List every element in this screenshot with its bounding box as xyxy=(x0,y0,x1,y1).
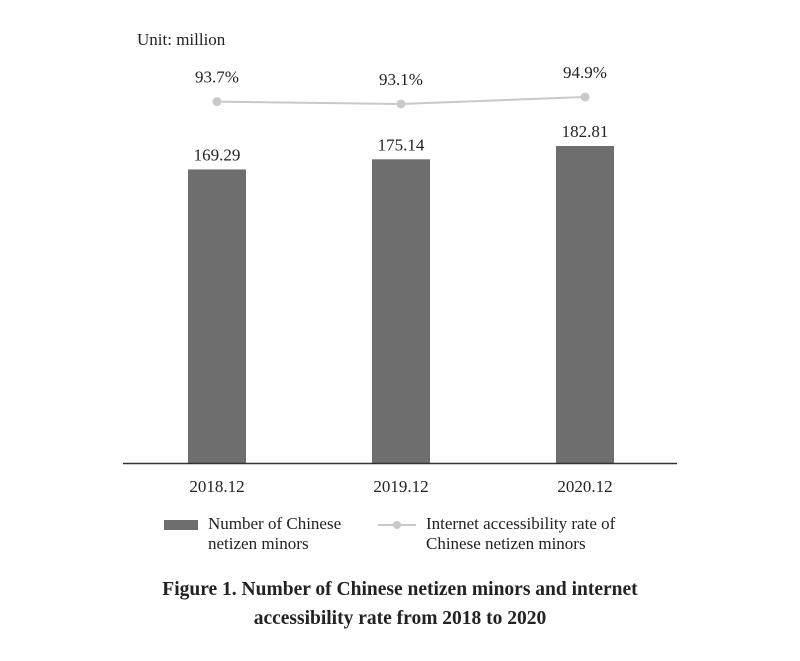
rate-point-2019.12 xyxy=(396,99,406,109)
caption-line-1: Figure 1. Number of Chinese netizen mino… xyxy=(162,579,638,600)
bar-value-label: 169.29 xyxy=(194,145,241,164)
caption-line-2: accessibility rate from 2018 to 2020 xyxy=(253,608,547,629)
bar-value-label: 175.14 xyxy=(378,135,425,154)
legend-label-line: Internet accessibility rate of Chinese n… xyxy=(426,514,616,553)
x-tick-label: 2020.12 xyxy=(557,477,612,496)
rate-point-2018.12 xyxy=(212,97,222,107)
bar-2020.12 xyxy=(556,146,614,463)
bar-2019.12 xyxy=(372,159,430,463)
legend-swatch-bar xyxy=(164,520,198,530)
rate-value-label: 94.9% xyxy=(563,63,607,82)
bar-value-label: 182.81 xyxy=(562,122,609,141)
chart-legend: Number of Chinese netizen minors Interne… xyxy=(0,514,800,554)
x-tick-label: 2018.12 xyxy=(189,477,244,496)
legend-item-line: Internet accessibility rate of Chinese n… xyxy=(378,514,615,554)
unit-label: Unit: million xyxy=(137,30,226,49)
legend-label-bars: Number of Chinese netizen minors xyxy=(208,514,342,553)
x-tick-label: 2019.12 xyxy=(373,477,428,496)
legend-swatch-line xyxy=(378,514,416,534)
figure-caption: Figure 1. Number of Chinese netizen mino… xyxy=(0,575,800,633)
rate-point-2020.12 xyxy=(580,92,590,102)
bar-2018.12 xyxy=(188,169,246,464)
rate-value-label: 93.7% xyxy=(195,68,239,87)
legend-item-bars: Number of Chinese netizen minors xyxy=(164,514,341,554)
rate-value-label: 93.1% xyxy=(379,70,423,89)
